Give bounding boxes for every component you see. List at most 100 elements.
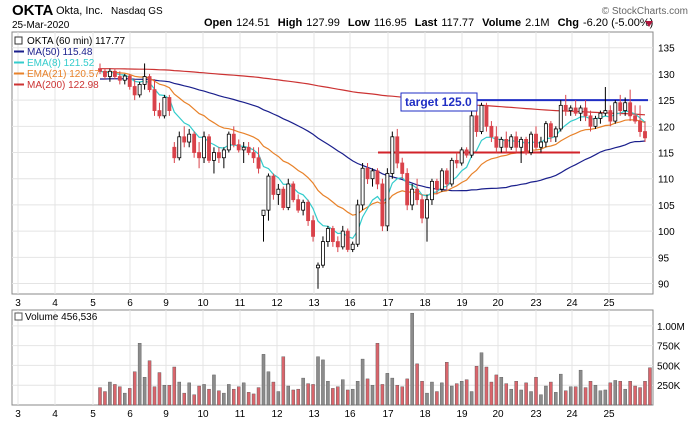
candle-body bbox=[385, 173, 390, 227]
candle-body bbox=[608, 110, 613, 122]
volume-bar bbox=[212, 374, 216, 406]
volume-bar bbox=[385, 373, 390, 406]
volume-bar bbox=[281, 356, 286, 406]
candle-body bbox=[524, 139, 529, 153]
volume-bar bbox=[311, 384, 315, 406]
candle-body bbox=[127, 75, 132, 87]
candle-body bbox=[434, 180, 439, 190]
volume-bar bbox=[623, 388, 627, 406]
candle bbox=[182, 126, 187, 148]
volume-bar bbox=[306, 383, 310, 406]
ema21-line bbox=[99, 70, 646, 216]
candle bbox=[147, 73, 152, 93]
candle-body bbox=[509, 136, 514, 148]
candle bbox=[578, 105, 583, 122]
candle bbox=[276, 183, 281, 205]
volume-bar bbox=[113, 384, 117, 406]
open-label: Open bbox=[204, 17, 232, 29]
legend-label: EMA(8) 121.52 bbox=[27, 58, 95, 69]
candle bbox=[355, 199, 360, 247]
company-name: Okta, Inc. bbox=[56, 5, 103, 17]
candle bbox=[573, 100, 578, 116]
candle bbox=[405, 168, 410, 211]
candle-body bbox=[162, 97, 167, 117]
candle bbox=[643, 121, 647, 143]
candle bbox=[439, 168, 444, 192]
candle-body bbox=[534, 133, 538, 148]
last-label: Last bbox=[415, 17, 438, 29]
volume-bar bbox=[608, 382, 613, 406]
volume-bar bbox=[469, 391, 474, 406]
candle-body bbox=[375, 170, 380, 185]
time-tick-label: 11 bbox=[235, 409, 246, 420]
time-tick-label: 23 bbox=[530, 409, 542, 420]
candle bbox=[192, 131, 197, 158]
candle-body bbox=[529, 133, 533, 153]
candle-body bbox=[425, 199, 429, 219]
time-tick-label: 18 bbox=[419, 409, 431, 420]
candle-body bbox=[420, 199, 424, 219]
candle bbox=[449, 157, 454, 187]
volume-bar bbox=[464, 379, 469, 406]
candle-body bbox=[489, 125, 494, 138]
time-tick-label: 3 bbox=[15, 298, 21, 309]
candle-body bbox=[474, 115, 479, 132]
candle-body bbox=[370, 170, 375, 180]
candle-body bbox=[573, 107, 578, 114]
candle-body bbox=[613, 102, 618, 122]
candle bbox=[112, 68, 117, 80]
candle-body bbox=[494, 136, 499, 148]
volume-bar bbox=[633, 385, 637, 406]
volume-bar bbox=[301, 377, 305, 406]
candle-body bbox=[216, 152, 221, 159]
candle-body bbox=[286, 183, 291, 208]
volume-bar bbox=[232, 388, 236, 406]
volume-bar bbox=[375, 343, 380, 406]
candle-body bbox=[207, 136, 211, 161]
candle bbox=[479, 102, 484, 135]
candle bbox=[499, 136, 504, 153]
candle bbox=[454, 152, 459, 169]
candle-body bbox=[539, 141, 543, 148]
candle bbox=[350, 241, 355, 253]
candle bbox=[633, 105, 638, 124]
candle-body bbox=[464, 149, 469, 156]
candle-body bbox=[583, 107, 588, 117]
candle-body bbox=[484, 104, 489, 127]
candle bbox=[172, 142, 177, 163]
volume-label: Volume bbox=[482, 17, 521, 29]
candle-body bbox=[103, 70, 107, 77]
candle-body bbox=[410, 188, 415, 206]
candle-body bbox=[459, 149, 464, 164]
volume-bar bbox=[162, 385, 167, 406]
volume-bar bbox=[123, 392, 127, 406]
candle bbox=[434, 178, 439, 195]
time-tick-label: 19 bbox=[456, 298, 468, 309]
candle-body bbox=[172, 146, 177, 159]
legend-swatch bbox=[14, 36, 23, 45]
volume-bar bbox=[474, 366, 479, 406]
candle-body bbox=[316, 264, 320, 269]
volume-bar bbox=[167, 385, 172, 406]
candle bbox=[291, 181, 296, 203]
price-tick-label: 125 bbox=[658, 96, 675, 107]
candle bbox=[316, 262, 320, 289]
candle-body bbox=[598, 112, 603, 119]
candle bbox=[390, 131, 395, 179]
candle bbox=[301, 199, 306, 216]
volume-tick-label: 500K bbox=[657, 361, 681, 372]
candle bbox=[618, 94, 623, 116]
candle-body bbox=[197, 152, 202, 159]
time-tick-label: 12 bbox=[271, 298, 283, 309]
volume-bar bbox=[236, 386, 241, 406]
candle bbox=[583, 100, 588, 122]
volume-bar bbox=[142, 377, 147, 406]
chart-date: 25-Mar-2020 bbox=[12, 20, 70, 31]
candle-body bbox=[593, 118, 598, 127]
volume-bars bbox=[98, 312, 652, 406]
candle-body bbox=[553, 128, 558, 138]
candle-body bbox=[330, 228, 335, 242]
price-tick-label: 115 bbox=[658, 149, 674, 160]
candle bbox=[464, 147, 469, 158]
